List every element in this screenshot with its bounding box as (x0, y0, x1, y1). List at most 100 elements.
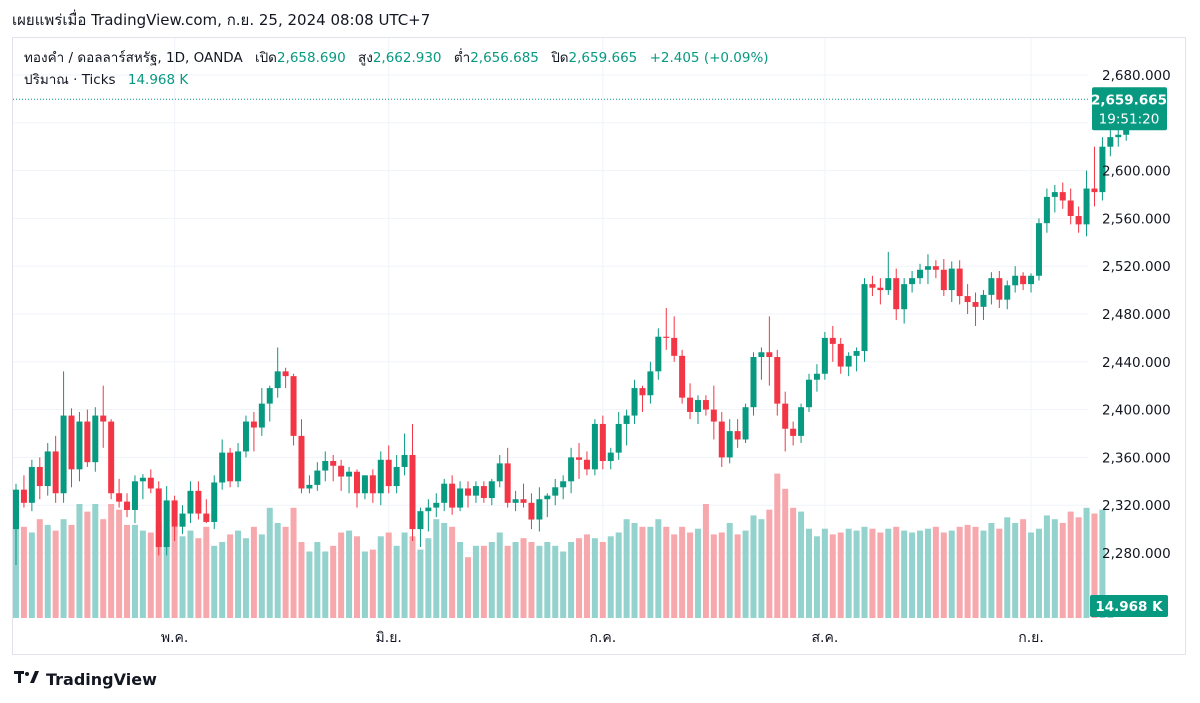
candle-body[interactable] (1075, 216, 1082, 225)
candle-body[interactable] (36, 466, 43, 487)
candle-body[interactable] (242, 421, 249, 452)
candle-body[interactable] (84, 421, 91, 463)
candle-body[interactable] (258, 403, 265, 428)
candle-body[interactable] (227, 452, 234, 482)
candle-body[interactable] (76, 421, 83, 470)
candle-body[interactable] (353, 471, 360, 494)
candle-body[interactable] (1035, 223, 1042, 276)
candle-body[interactable] (710, 409, 717, 422)
candle-body[interactable] (250, 421, 257, 428)
candle-body[interactable] (631, 388, 638, 416)
candle-body[interactable] (671, 337, 678, 356)
candle-body[interactable] (758, 352, 765, 358)
candle-body[interactable] (425, 507, 432, 512)
candle-body[interactable] (623, 415, 630, 424)
candle-body[interactable] (948, 268, 955, 291)
candle-body[interactable] (726, 431, 733, 458)
candle-body[interactable] (171, 500, 178, 527)
candle-body[interactable] (211, 482, 218, 522)
candle-body[interactable] (139, 477, 146, 482)
candle-body[interactable] (266, 388, 273, 404)
candle-body[interactable] (1107, 137, 1114, 147)
candle-body[interactable] (972, 302, 979, 307)
candle-body[interactable] (528, 502, 535, 520)
candle-body[interactable] (203, 513, 210, 522)
candle-body[interactable] (988, 278, 995, 295)
candle-body[interactable] (472, 486, 479, 496)
candle-body[interactable] (837, 343, 844, 367)
candle-body[interactable] (20, 489, 27, 503)
candle-body[interactable] (306, 484, 313, 489)
candle-body[interactable] (964, 296, 971, 303)
candle-body[interactable] (718, 421, 725, 458)
candle-body[interactable] (163, 500, 170, 548)
candle-body[interactable] (1020, 275, 1027, 285)
candle-body[interactable] (813, 373, 820, 380)
candle-body[interactable] (1051, 192, 1058, 197)
candle-body[interactable] (694, 400, 701, 412)
candle-body[interactable] (901, 284, 908, 310)
candle-body[interactable] (893, 278, 900, 310)
candle-body[interactable] (1091, 188, 1098, 193)
candle-body[interactable] (956, 268, 963, 297)
candle-body[interactable] (504, 463, 511, 503)
candle-body[interactable] (917, 269, 924, 279)
candle-body[interactable] (13, 489, 19, 530)
candle-body[interactable] (131, 481, 138, 510)
candle-body[interactable] (187, 490, 194, 514)
candle-body[interactable] (980, 294, 987, 307)
candle-body[interactable] (829, 337, 836, 344)
candle-body[interactable] (282, 371, 289, 377)
candle-body[interactable] (330, 460, 337, 466)
candle-body[interactable] (465, 488, 472, 496)
candle-body[interactable] (1028, 275, 1035, 285)
candle-body[interactable] (1012, 275, 1019, 286)
candle-body[interactable] (1004, 285, 1011, 300)
candle-body[interactable] (155, 488, 162, 548)
candle-body[interactable] (544, 495, 551, 500)
candlestick-chart[interactable]: 2,280.000 2,320.000 2,360.000 2,400.000 2,44… (0, 0, 1200, 660)
candle-body[interactable] (488, 481, 495, 499)
candle-body[interactable] (520, 499, 527, 503)
candle-body[interactable] (885, 278, 892, 291)
candle-body[interactable] (869, 284, 876, 288)
candle-body[interactable] (298, 435, 305, 489)
candle-body[interactable] (766, 352, 773, 358)
candle-body[interactable] (909, 278, 916, 285)
candle-body[interactable] (401, 455, 408, 467)
candle-body[interactable] (512, 499, 519, 503)
candle-body[interactable] (782, 403, 789, 429)
candle-body[interactable] (433, 502, 440, 508)
candle-body[interactable] (774, 357, 781, 404)
candle-body[interactable] (219, 452, 226, 483)
candle-body[interactable] (179, 513, 186, 527)
candle-body[interactable] (576, 457, 583, 460)
candle-body[interactable] (147, 477, 154, 489)
candle-body[interactable] (591, 423, 598, 470)
candle-body[interactable] (480, 486, 487, 499)
candle-body[interactable] (853, 351, 860, 356)
candle-body[interactable] (385, 459, 392, 487)
candle-body[interactable] (346, 471, 353, 477)
candle-body[interactable] (599, 423, 606, 461)
candle-body[interactable] (615, 423, 622, 453)
candle-body[interactable] (655, 336, 662, 372)
candle-body[interactable] (496, 463, 503, 482)
candle-body[interactable] (940, 269, 947, 291)
candle-body[interactable] (124, 501, 131, 510)
candle-body[interactable] (583, 459, 590, 470)
candle-body[interactable] (798, 407, 805, 436)
candle-body[interactable] (877, 287, 884, 291)
candle-body[interactable] (702, 400, 709, 410)
candle-body[interactable] (100, 415, 107, 422)
candle-body[interactable] (734, 431, 741, 440)
candle-body[interactable] (290, 376, 297, 436)
candle-body[interactable] (663, 336, 670, 338)
candle-body[interactable] (60, 415, 67, 494)
candle-body[interactable] (52, 451, 59, 494)
candle-body[interactable] (568, 457, 575, 482)
candle-body[interactable] (338, 465, 345, 477)
candle-body[interactable] (457, 488, 464, 508)
candle-body[interactable] (1059, 192, 1066, 201)
candle-body[interactable] (845, 355, 852, 367)
